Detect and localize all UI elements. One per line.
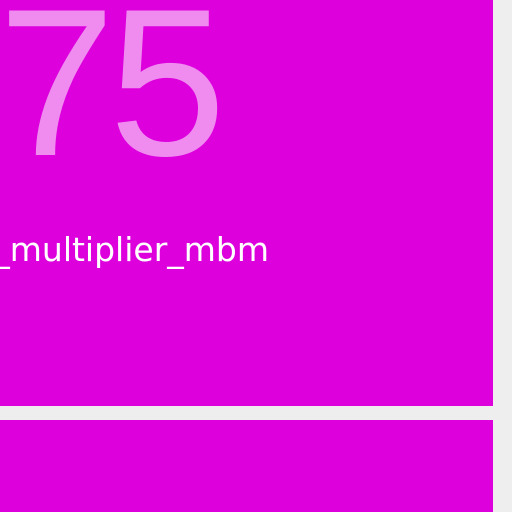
- metric-value: 75: [0, 0, 226, 200]
- metric-label: _multiplier_mbm: [0, 230, 269, 269]
- metric-tile[interactable]: 75 _multiplier_mbm: [0, 0, 493, 406]
- metric-tile-next[interactable]: [0, 420, 493, 512]
